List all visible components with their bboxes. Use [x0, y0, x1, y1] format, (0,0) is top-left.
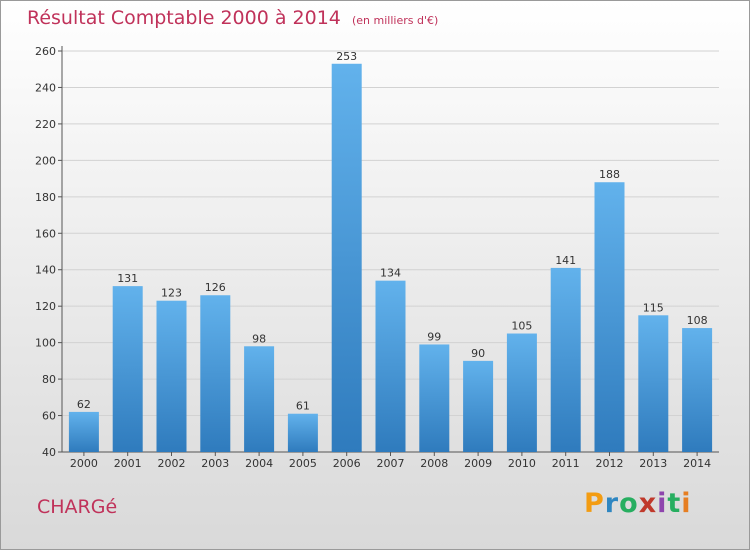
bar — [287, 413, 318, 452]
data-label: 105 — [511, 320, 532, 333]
y-tick-label: 240 — [35, 81, 56, 94]
bar — [375, 280, 406, 452]
x-tick-label: 2013 — [639, 457, 667, 470]
bar — [419, 344, 450, 452]
x-tick-label: 2002 — [158, 457, 186, 470]
y-tick-label: 40 — [42, 446, 56, 459]
x-tick-label: 2007 — [377, 457, 405, 470]
x-tick-label: 2006 — [333, 457, 361, 470]
bar — [156, 300, 187, 452]
chart-title: Résultat Comptable 2000 à 2014 — [27, 7, 341, 29]
data-label: 188 — [599, 168, 620, 181]
bar — [68, 411, 99, 452]
bar — [112, 286, 143, 452]
y-tick-label: 120 — [35, 300, 56, 313]
data-label: 98 — [252, 332, 266, 345]
data-label: 61 — [296, 400, 310, 413]
logo-letter: t — [667, 488, 682, 519]
y-tick-label: 260 — [35, 45, 56, 58]
x-tick-label: 2005 — [289, 457, 317, 470]
bar — [200, 295, 231, 452]
logo-letter: o — [619, 488, 639, 519]
data-label: 141 — [555, 254, 576, 267]
x-tick-label: 2000 — [70, 457, 98, 470]
y-tick-label: 60 — [42, 410, 56, 423]
data-label: 131 — [117, 272, 138, 285]
data-label: 108 — [687, 314, 708, 327]
data-label: 134 — [380, 267, 401, 280]
x-tick-label: 2009 — [464, 457, 492, 470]
x-tick-label: 2004 — [245, 457, 273, 470]
data-label: 62 — [77, 398, 91, 411]
bar — [463, 360, 494, 452]
data-label: 99 — [427, 330, 441, 343]
y-tick-label: 100 — [35, 337, 56, 350]
data-label: 253 — [336, 50, 357, 63]
y-tick-label: 80 — [42, 373, 56, 386]
x-tick-label: 2014 — [683, 457, 711, 470]
data-label: 115 — [643, 301, 664, 314]
y-tick-label: 160 — [35, 227, 56, 240]
y-tick-label: 180 — [35, 191, 56, 204]
bar — [638, 315, 669, 452]
bar — [682, 328, 713, 452]
x-tick-label: 2008 — [420, 457, 448, 470]
x-tick-label: 2012 — [596, 457, 624, 470]
bar — [550, 267, 581, 452]
logo-letter: r — [604, 488, 620, 519]
bar — [331, 63, 362, 452]
chart-subtitle: (en milliers d'€) — [351, 14, 439, 27]
x-tick-label: 2010 — [508, 457, 536, 470]
logo-letter: P — [584, 488, 605, 519]
logo-letter: x — [638, 488, 658, 519]
y-tick-label: 220 — [35, 118, 56, 131]
data-label: 123 — [161, 287, 182, 300]
logo-letter: i — [681, 488, 692, 519]
bar — [244, 346, 275, 452]
x-tick-label: 2011 — [552, 457, 580, 470]
commune-name: CHARGé — [37, 496, 118, 518]
bar — [506, 333, 537, 452]
logo-letter: i — [657, 488, 668, 519]
data-label: 90 — [471, 347, 485, 360]
x-tick-label: 2003 — [201, 457, 229, 470]
bar — [594, 182, 625, 452]
data-label: 126 — [205, 281, 226, 294]
x-tick-label: 2001 — [114, 457, 142, 470]
proxiti-logo: Proxiti — [584, 488, 692, 519]
y-tick-label: 200 — [35, 154, 56, 167]
y-tick-label: 140 — [35, 264, 56, 277]
chart-title-block: Résultat Comptable 2000 à 2014 (en milli… — [27, 7, 438, 29]
